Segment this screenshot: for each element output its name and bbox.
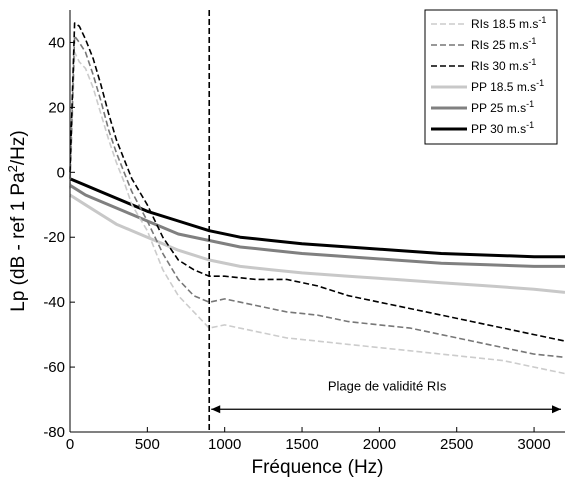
y-axis-label: Lp (dB - ref 1 Pa2/Hz)	[5, 130, 29, 311]
x-tick-label: 3000	[517, 436, 550, 453]
arrow-head-right	[552, 405, 561, 414]
y-tick-label: -60	[43, 359, 65, 376]
arrow-head-left	[211, 405, 221, 414]
x-tick-label: 500	[135, 436, 160, 453]
series-line	[69, 193, 565, 294]
x-tick-label: 1000	[208, 436, 241, 453]
legend-entry: PP 25 m.s-1	[471, 99, 534, 115]
y-tick-label: -40	[43, 294, 65, 311]
validity-range-label: Plage de validité RIs	[328, 379, 447, 394]
x-tick-label: 2500	[440, 436, 473, 453]
legend: RIs 18.5 m.s-1 RIs 25 m.s-1 RIs 30 m.s-1 PP…	[424, 9, 558, 145]
legend-entry: RIs 25 m.s-1	[471, 36, 536, 52]
y-tick-label: 0	[57, 164, 65, 181]
y-tick-label: 40	[48, 34, 65, 51]
y-axis-label-suffix: /Hz)	[8, 130, 29, 165]
legend-entry: RIs 18.5 m.s-1	[471, 15, 546, 31]
series-line	[69, 184, 565, 268]
series-line	[69, 177, 565, 259]
annotation-layer: Plage de validité RIs	[208, 10, 561, 432]
legend-box	[424, 9, 558, 145]
y-axis-label-sup: 2	[5, 165, 20, 172]
x-tick-label: 2000	[363, 436, 396, 453]
x-tick-label: 1500	[285, 436, 318, 453]
legend-entry: PP 30 m.s-1	[471, 120, 534, 136]
legend-entry: RIs 30 m.s-1	[471, 57, 536, 73]
y-tick-label: -20	[43, 229, 65, 246]
x-tick-label: 0	[66, 436, 74, 453]
y-tick-label: 20	[48, 99, 65, 116]
y-tick-label: -80	[43, 424, 65, 441]
series-line	[69, 51, 565, 375]
axes-layer: 0 500 1000 1500 2000 2500 3000 -80 -60 -40 -20 0 20 4…	[43, 10, 565, 453]
series-line	[69, 22, 565, 342]
series-layer	[69, 22, 565, 375]
legend-entry: PP 18.5 m.s-1	[471, 78, 544, 94]
x-axis-label: Fréquence (Hz)	[252, 457, 384, 478]
y-axis-label-prefix: Lp (dB - ref 1 Pa	[8, 172, 29, 312]
